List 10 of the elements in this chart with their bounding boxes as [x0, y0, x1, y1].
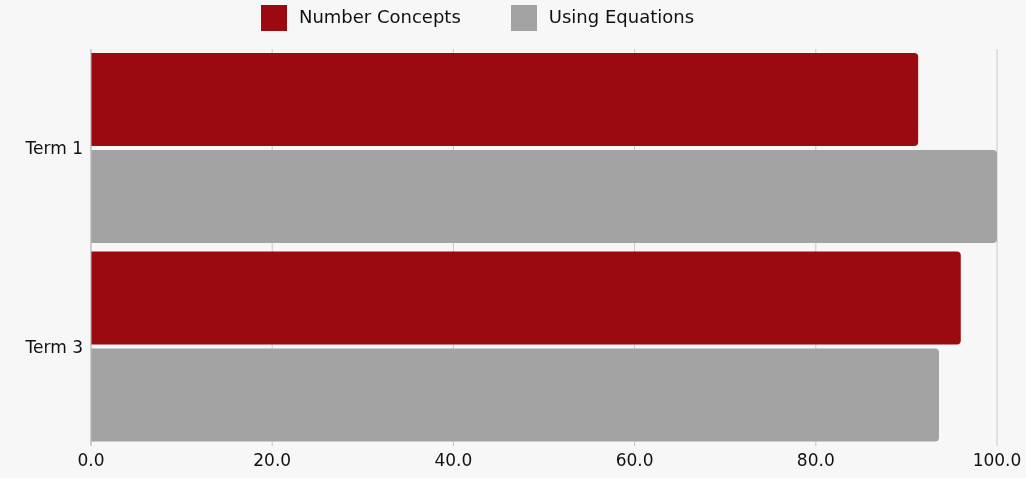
x-tick-label: 40.0: [434, 450, 473, 471]
legend-label: Using Equations: [548, 6, 695, 27]
legend-label: Number Concepts: [298, 6, 461, 27]
x-tick-label: 0.0: [77, 450, 105, 471]
y-tick-label: Term 3: [24, 336, 83, 357]
x-tick-label: 60.0: [615, 450, 654, 471]
y-tick-label: Term 1: [24, 138, 83, 159]
x-tick-label: 100.0: [972, 450, 1022, 471]
x-tick-label: 20.0: [253, 450, 292, 471]
x-tick-label: 80.0: [796, 450, 835, 471]
